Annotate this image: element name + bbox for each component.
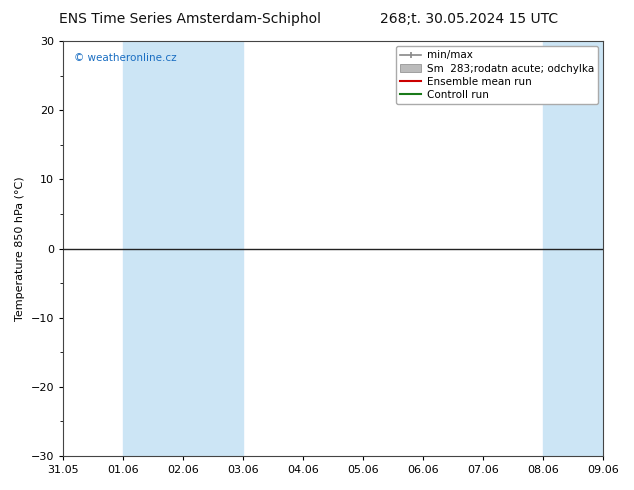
Bar [603, 41, 633, 456]
Text: ENS Time Series Amsterdam-Schiphol: ENS Time Series Amsterdam-Schiphol [59, 12, 321, 26]
Bar [123, 41, 243, 456]
Text: © weatheronline.cz: © weatheronline.cz [74, 53, 176, 64]
Bar [543, 41, 603, 456]
Text: 268;t. 30.05.2024 15 UTC: 268;t. 30.05.2024 15 UTC [380, 12, 558, 26]
Y-axis label: Temperature 850 hPa (°C): Temperature 850 hPa (°C) [15, 176, 25, 321]
Legend: min/max, Sm  283;rodatn acute; odchylka, Ensemble mean run, Controll run: min/max, Sm 283;rodatn acute; odchylka, … [396, 46, 598, 104]
